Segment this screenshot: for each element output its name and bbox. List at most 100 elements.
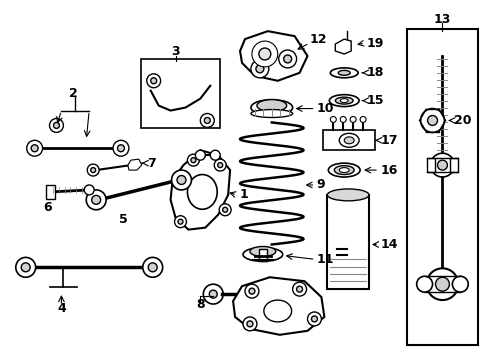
Ellipse shape: [335, 97, 352, 104]
Ellipse shape: [250, 100, 292, 116]
Text: 12: 12: [309, 33, 326, 46]
Text: 11: 11: [316, 253, 333, 266]
Circle shape: [87, 164, 99, 176]
Bar: [258, 249, 266, 261]
Circle shape: [21, 263, 30, 272]
Circle shape: [49, 118, 63, 132]
Text: 17: 17: [380, 134, 398, 147]
Circle shape: [90, 168, 96, 172]
Text: 8: 8: [196, 297, 204, 311]
Circle shape: [427, 116, 437, 125]
Polygon shape: [170, 150, 230, 230]
Circle shape: [246, 321, 252, 327]
Circle shape: [278, 50, 296, 68]
Circle shape: [311, 316, 317, 322]
Bar: [323, 130, 374, 150]
Circle shape: [250, 60, 268, 78]
Bar: [141, 59, 220, 129]
Circle shape: [86, 190, 106, 210]
Text: 9: 9: [316, 179, 325, 192]
Circle shape: [251, 41, 277, 67]
Bar: [449, 158, 457, 172]
Circle shape: [150, 78, 156, 84]
Circle shape: [171, 170, 191, 190]
Circle shape: [117, 145, 124, 152]
Circle shape: [435, 277, 448, 291]
Polygon shape: [128, 159, 142, 170]
Circle shape: [451, 276, 468, 292]
Circle shape: [31, 145, 38, 152]
Text: 10: 10: [316, 102, 333, 115]
Circle shape: [16, 257, 36, 277]
Circle shape: [255, 65, 264, 73]
Polygon shape: [240, 31, 307, 81]
Polygon shape: [233, 277, 324, 335]
Circle shape: [244, 284, 258, 298]
Circle shape: [210, 150, 220, 160]
Text: 4: 4: [57, 302, 66, 315]
Text: 2: 2: [69, 87, 78, 100]
Circle shape: [174, 216, 186, 228]
Text: 1: 1: [240, 188, 248, 201]
Circle shape: [340, 117, 346, 122]
Ellipse shape: [243, 247, 282, 261]
Ellipse shape: [338, 70, 349, 75]
Circle shape: [349, 117, 355, 122]
Circle shape: [248, 288, 254, 294]
Circle shape: [243, 317, 256, 331]
Text: 6: 6: [43, 201, 52, 214]
Circle shape: [209, 290, 217, 298]
Circle shape: [330, 117, 336, 122]
Ellipse shape: [339, 133, 358, 147]
Text: 16: 16: [380, 163, 398, 176]
Circle shape: [203, 284, 223, 304]
Circle shape: [200, 113, 214, 127]
Bar: [326, 195, 368, 289]
Circle shape: [92, 195, 101, 204]
Text: 18: 18: [366, 66, 384, 79]
Ellipse shape: [249, 247, 275, 256]
Circle shape: [420, 109, 444, 132]
Bar: [45, 185, 55, 199]
Circle shape: [437, 160, 447, 170]
Circle shape: [416, 276, 432, 292]
Text: 5: 5: [119, 213, 127, 226]
Circle shape: [27, 140, 42, 156]
Circle shape: [292, 282, 306, 296]
Circle shape: [146, 74, 161, 88]
Ellipse shape: [187, 175, 217, 209]
Circle shape: [148, 263, 157, 272]
Ellipse shape: [328, 95, 358, 107]
Ellipse shape: [334, 166, 353, 175]
Circle shape: [258, 48, 270, 60]
Circle shape: [217, 163, 222, 168]
Circle shape: [296, 286, 302, 292]
Circle shape: [307, 312, 321, 326]
Bar: [240, 288, 253, 300]
Circle shape: [222, 207, 227, 212]
Circle shape: [53, 122, 60, 129]
Circle shape: [187, 154, 199, 166]
Ellipse shape: [256, 100, 286, 112]
Ellipse shape: [250, 109, 292, 117]
Circle shape: [359, 117, 366, 122]
Circle shape: [426, 268, 457, 300]
Polygon shape: [335, 39, 350, 54]
Ellipse shape: [326, 189, 368, 201]
Circle shape: [219, 204, 231, 216]
Text: 15: 15: [366, 94, 384, 107]
Text: 20: 20: [453, 114, 471, 127]
Text: 19: 19: [366, 37, 384, 50]
Circle shape: [190, 158, 196, 163]
Ellipse shape: [327, 163, 359, 177]
Circle shape: [195, 150, 205, 160]
Bar: [406, 29, 477, 345]
Text: 13: 13: [433, 13, 450, 26]
Circle shape: [204, 117, 210, 123]
Circle shape: [178, 219, 183, 224]
Ellipse shape: [339, 168, 348, 172]
Circle shape: [177, 176, 185, 184]
Text: 14: 14: [380, 238, 398, 251]
Circle shape: [113, 140, 129, 156]
Circle shape: [142, 257, 163, 277]
